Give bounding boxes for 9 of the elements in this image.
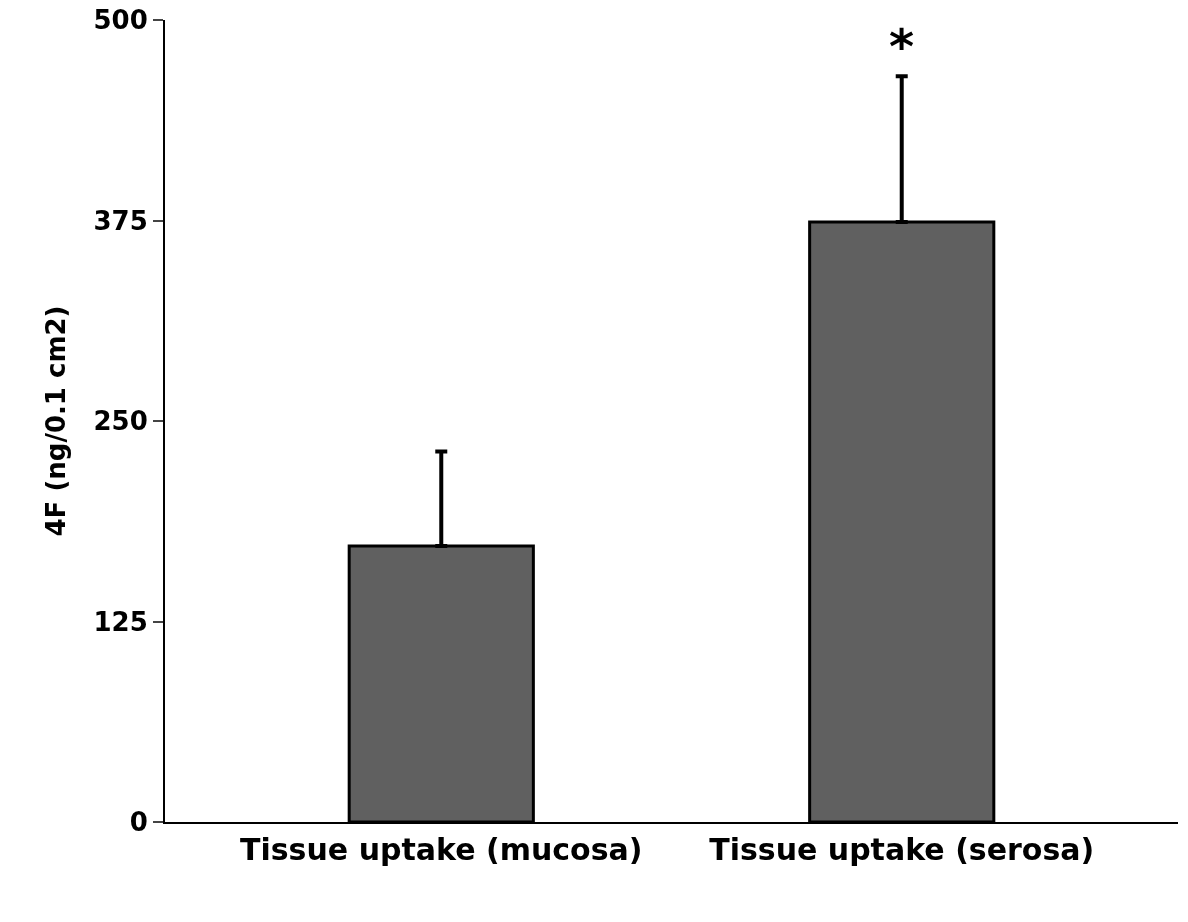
x-tick-label: Tissue uptake (mucosa) bbox=[240, 832, 643, 867]
y-tick-label: 125 bbox=[93, 606, 148, 637]
x-tick-label: Tissue uptake (serosa) bbox=[709, 832, 1095, 867]
y-tick-label: 0 bbox=[129, 807, 148, 838]
annotation: * bbox=[889, 18, 915, 74]
y-tick-label: 375 bbox=[93, 205, 148, 236]
y-tick-label: 250 bbox=[93, 406, 148, 437]
y-tick-label: 500 bbox=[93, 5, 148, 36]
y-axis-title: 4F (ng/0.1 cm2) bbox=[41, 305, 72, 537]
